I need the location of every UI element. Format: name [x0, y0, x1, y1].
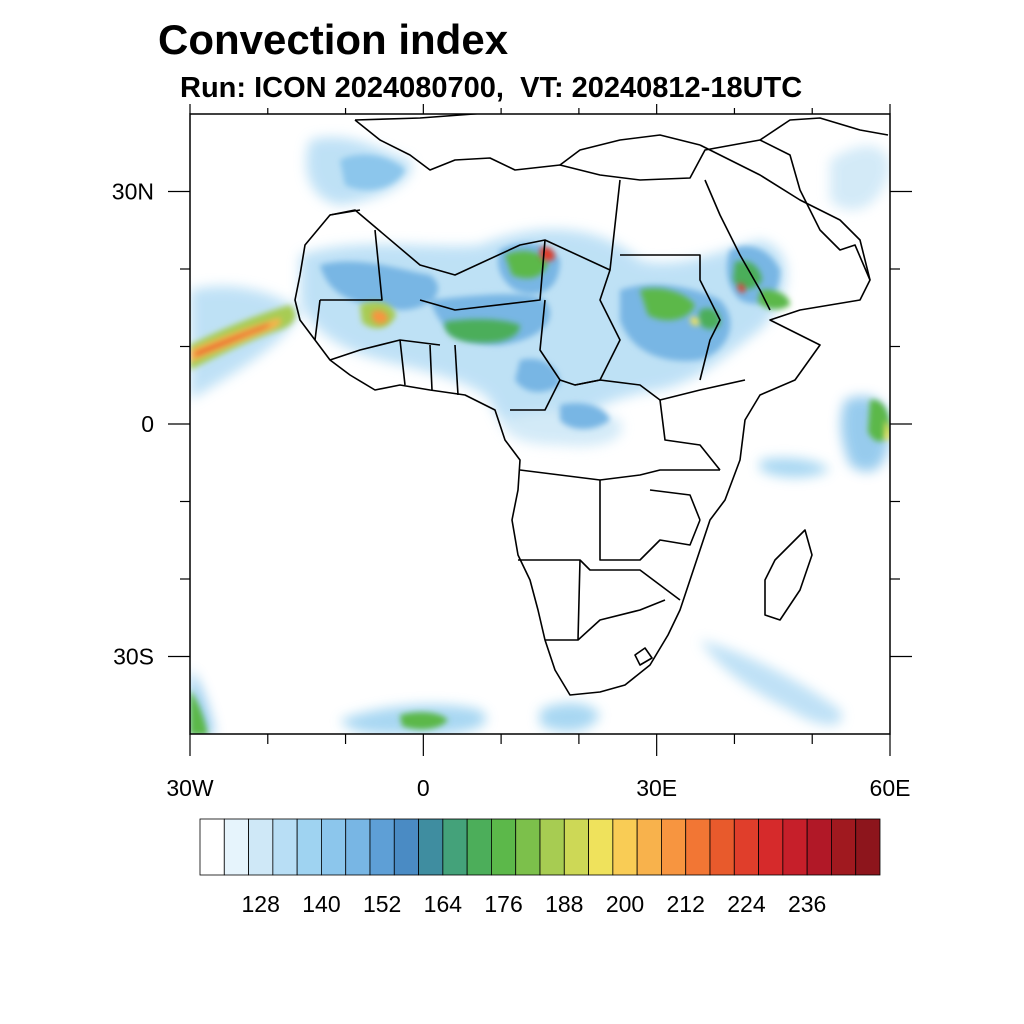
colorbar-swatch — [588, 818, 614, 876]
colorbar-tick-label: 164 — [424, 891, 463, 917]
colorbar-swatch — [685, 818, 711, 876]
colorbar-swatch — [466, 818, 492, 876]
colorbar-tick-label: 128 — [242, 891, 280, 917]
colorbar-swatch — [272, 818, 298, 876]
colorbar-swatch — [515, 818, 541, 876]
colorbar-labels: 128 140 152 164 176 188 200 212 224 236 — [242, 891, 827, 917]
colorbar-swatch — [782, 818, 808, 876]
lat-tick-label: 0 — [141, 411, 154, 437]
lon-tick-label: 30E — [636, 775, 677, 801]
colorbar-swatch — [758, 818, 784, 876]
colorbar-swatch — [733, 818, 759, 876]
colorbar-swatch — [491, 818, 517, 876]
colorbar-tick-label: 212 — [667, 891, 705, 917]
colorbar-swatch — [563, 818, 589, 876]
lon-tick-label: 30W — [166, 775, 214, 801]
convection-field — [190, 137, 890, 734]
colorbar-swatch — [855, 818, 881, 876]
colorbar-swatch — [442, 818, 468, 876]
page-title: Convection index — [158, 16, 509, 63]
boundaries — [294, 114, 889, 696]
colorbar-tick-label: 200 — [606, 891, 644, 917]
lon-tick-label: 0 — [417, 775, 430, 801]
colorbar — [199, 818, 881, 876]
colorbar-swatch — [223, 818, 249, 876]
colorbar-tick-label: 188 — [545, 891, 583, 917]
colorbar-swatch — [369, 818, 395, 876]
colorbar-swatch — [636, 818, 662, 876]
colorbar-swatch — [199, 818, 225, 876]
colorbar-swatch — [418, 818, 444, 876]
lat-tick-label: 30S — [113, 644, 154, 670]
colorbar-swatch — [831, 818, 857, 876]
colorbar-swatch — [539, 818, 565, 876]
page-subtitle: Run: ICON 2024080700, VT: 20240812-18UTC — [180, 72, 803, 104]
colorbar-swatch — [296, 818, 322, 876]
colorbar-swatch — [709, 818, 735, 876]
lon-tick-label: 60E — [870, 775, 911, 801]
lat-tick-label: 30N — [112, 179, 154, 205]
colorbar-swatch — [612, 818, 638, 876]
colorbar-swatch — [248, 818, 274, 876]
colorbar-tick-label: 152 — [363, 891, 401, 917]
colorbar-tick-label: 140 — [302, 891, 340, 917]
colorbar-swatch — [345, 818, 371, 876]
colorbar-swatch — [321, 818, 347, 876]
colorbar-swatch — [661, 818, 687, 876]
colorbar-tick-label: 236 — [788, 891, 826, 917]
axis-tick-labels: 30W 0 30E 60E 30N 0 30S — [112, 179, 911, 802]
colorbar-swatch — [806, 818, 832, 876]
axis-ticks — [168, 104, 912, 756]
colorbar-tick-label: 224 — [727, 891, 766, 917]
colorbar-swatch — [393, 818, 419, 876]
colorbar-tick-label: 176 — [484, 891, 522, 917]
